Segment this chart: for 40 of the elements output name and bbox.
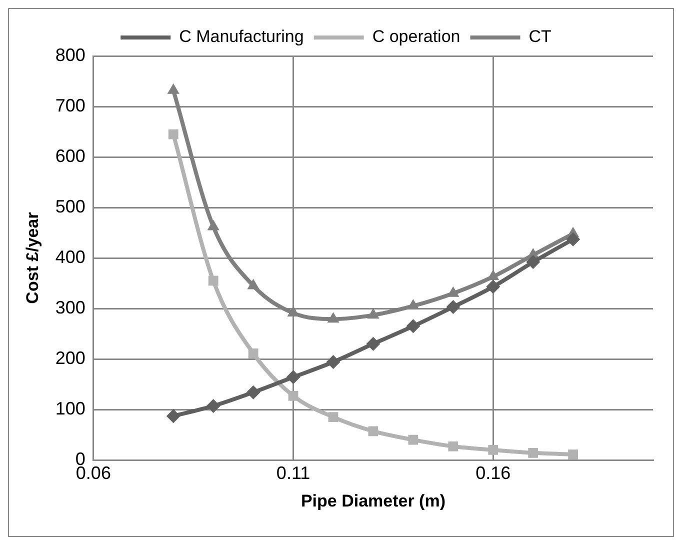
point bbox=[368, 426, 378, 436]
point bbox=[328, 412, 338, 422]
point bbox=[286, 370, 300, 384]
y-tick-label: 300 bbox=[55, 297, 86, 318]
point bbox=[448, 441, 458, 452]
point bbox=[207, 220, 220, 230]
x-tick-label: 0.16 bbox=[476, 462, 511, 483]
point bbox=[566, 232, 580, 246]
point bbox=[366, 336, 380, 351]
y-tick-label: 400 bbox=[55, 246, 86, 267]
point bbox=[247, 278, 260, 290]
point bbox=[166, 409, 180, 424]
y-tick-label: 200 bbox=[55, 348, 86, 368]
legend-label: CT bbox=[528, 27, 552, 46]
point bbox=[488, 444, 498, 455]
point bbox=[206, 398, 220, 413]
point bbox=[327, 312, 340, 323]
y-axis-title: Cost £/year bbox=[22, 212, 42, 304]
y-tick-label: 700 bbox=[55, 95, 86, 116]
point bbox=[408, 434, 418, 445]
legend-label: C operation bbox=[372, 27, 460, 46]
x-tick-label: 0.11 bbox=[276, 462, 310, 483]
point bbox=[167, 83, 180, 94]
point bbox=[406, 319, 420, 334]
point bbox=[486, 280, 500, 294]
point bbox=[288, 390, 298, 401]
point bbox=[246, 385, 260, 400]
y-tick-label: 800 bbox=[55, 44, 86, 65]
point bbox=[248, 348, 258, 358]
y-tick-label: 100 bbox=[55, 398, 86, 418]
point bbox=[326, 355, 340, 370]
point bbox=[446, 300, 460, 314]
point bbox=[528, 448, 538, 458]
legend-label: C Manufacturing bbox=[179, 27, 304, 46]
point bbox=[568, 449, 578, 460]
y-tick-label: 600 bbox=[55, 146, 86, 166]
point bbox=[208, 276, 218, 286]
point bbox=[526, 255, 540, 270]
y-tick-label: 500 bbox=[55, 196, 86, 216]
point bbox=[367, 308, 380, 319]
